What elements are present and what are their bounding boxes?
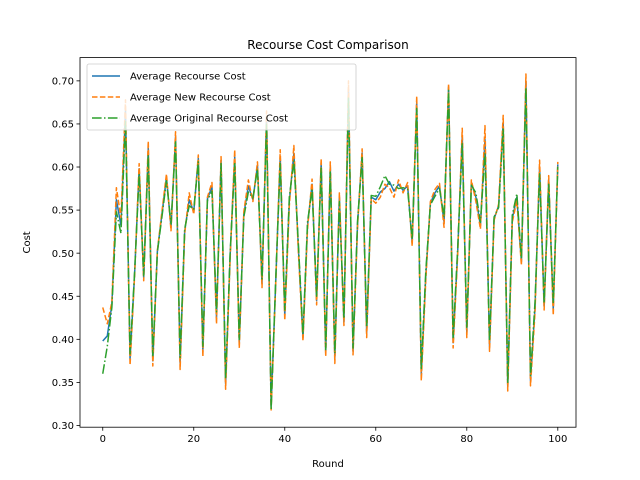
- y-tick-label: 0.70: [52, 76, 74, 87]
- legend-label-1: Average Recourse Cost: [130, 72, 246, 83]
- x-tick-label: 0: [100, 434, 106, 445]
- y-tick-label: 0.35: [52, 378, 74, 389]
- x-axis-label: Round: [312, 459, 344, 470]
- x-tick-label: 60: [369, 434, 382, 445]
- plot-frame: [79, 57, 577, 428]
- legend-label-3: Average Original Recourse Cost: [130, 114, 288, 125]
- y-tick-label: 0.65: [52, 120, 74, 131]
- x-tick-label: 80: [460, 434, 473, 445]
- legend-box: [86, 63, 357, 131]
- y-tick-label: 0.50: [52, 249, 74, 260]
- plot-lines: [102, 73, 559, 411]
- y-axis: 0.30 0.35 0.40 0.45 0.50 0.55 0.60 0.65 0.70: [52, 76, 80, 432]
- y-tick-label: 0.45: [52, 292, 74, 303]
- chart-title: Recourse Cost Comparison: [247, 38, 408, 52]
- x-tick-label: 40: [278, 434, 291, 445]
- legend-label-2: Average New Recourse Cost: [130, 93, 271, 104]
- series-line-3: [102, 87, 559, 411]
- y-tick-label: 0.60: [52, 163, 74, 174]
- x-axis: 0 20 40 60 80 100: [100, 427, 567, 445]
- x-tick-label: 100: [548, 434, 567, 445]
- y-tick-label: 0.55: [52, 206, 74, 217]
- y-tick-label: 0.40: [52, 335, 74, 346]
- x-tick-label: 20: [187, 434, 200, 445]
- legend: Average Recourse Cost Average New Recours…: [86, 63, 357, 131]
- y-tick-label: 0.30: [52, 421, 74, 432]
- y-axis-label: Cost: [22, 231, 33, 253]
